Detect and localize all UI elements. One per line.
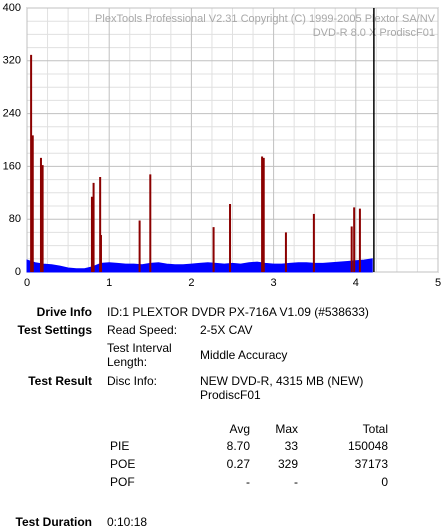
value: 0:10:18 <box>107 515 148 529</box>
column-header: Max <box>275 422 298 436</box>
grid <box>26 7 439 273</box>
y-tick-label: 80 <box>9 213 21 225</box>
chart: PlexTools Professional V2.31 Copyright (… <box>3 2 441 289</box>
cell: 329 <box>277 457 298 471</box>
row-label: PIE <box>110 439 130 453</box>
y-tick-label: 240 <box>3 108 21 120</box>
label: Test Duration <box>15 515 92 529</box>
label: Test Settings <box>17 323 92 337</box>
label: Test Interval Length: <box>107 341 172 369</box>
row-label: POE <box>110 457 136 471</box>
chart-title: PlexTools Professional V2.31 Copyright (… <box>95 13 436 25</box>
value: ID:1 PLEXTOR DVDR PX-716A V1.09 (#538633… <box>107 305 369 319</box>
cell: 8.70 <box>226 439 250 453</box>
cell: 150048 <box>347 439 388 453</box>
y-tick-label: 400 <box>3 2 21 14</box>
cell: 37173 <box>354 457 388 471</box>
x-tick-label: 4 <box>353 277 359 289</box>
label: Read Speed: <box>107 323 178 337</box>
column-header: Avg <box>229 422 250 436</box>
value: Middle Accuracy <box>200 348 288 362</box>
cell: 0.27 <box>226 457 250 471</box>
y-tick-label: 320 <box>3 55 21 67</box>
cell: - <box>294 475 298 489</box>
cell: - <box>246 475 250 489</box>
row-label: POF <box>110 475 135 489</box>
cell: 0 <box>381 475 388 489</box>
x-tick-label: 5 <box>435 277 441 289</box>
y-tick-label: 160 <box>3 160 21 172</box>
x-tick-label: 2 <box>188 277 194 289</box>
value: 2-5X CAV <box>200 323 253 337</box>
column-header: Total <box>362 422 388 436</box>
label: Drive Info <box>36 305 92 319</box>
x-tick-label: 3 <box>271 277 277 289</box>
label: Disc Info: <box>107 374 158 388</box>
y-tick-label: 0 <box>15 266 21 278</box>
label: Test Result <box>28 374 92 388</box>
value: NEW DVD-R, 4315 MB (NEW) ProdiscF01 <box>200 374 364 402</box>
x-tick-label: 1 <box>106 277 112 289</box>
cell: 33 <box>284 439 298 453</box>
x-tick-label: 0 <box>24 277 30 289</box>
